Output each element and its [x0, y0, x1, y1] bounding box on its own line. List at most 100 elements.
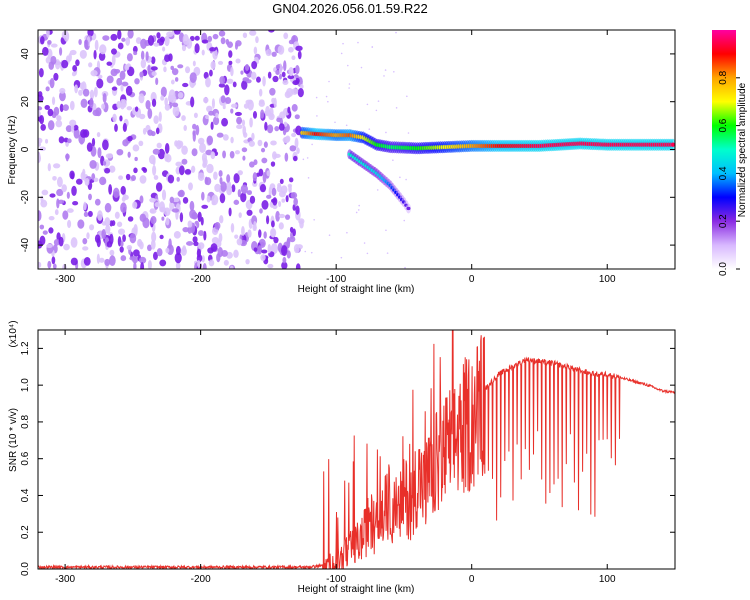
noise-cell — [47, 40, 52, 45]
noise-cell — [188, 182, 193, 191]
noise-cell — [155, 77, 159, 86]
noise-cell — [47, 120, 55, 131]
noise-cell — [201, 39, 209, 44]
noise-cell — [147, 108, 153, 119]
noise-speckle — [366, 252, 369, 255]
noise-cell — [149, 197, 156, 203]
snr-y-label: SNR (10 * v/v) — [8, 408, 19, 472]
noise-cell — [152, 165, 157, 176]
noise-cell — [253, 159, 258, 166]
noise-cell — [70, 123, 75, 133]
noise-speckle — [311, 143, 313, 146]
noise-cell — [253, 46, 258, 55]
noise-cell — [271, 187, 277, 197]
noise-cell — [177, 64, 184, 69]
noise-cell — [111, 220, 116, 226]
noise-cell — [234, 234, 239, 239]
noise-cell — [89, 224, 95, 231]
colorbar-ticks: 0.0 0.2 0.4 0.6 0.8 — [718, 70, 740, 276]
noise-cell — [82, 168, 86, 177]
noise-cell — [101, 103, 106, 110]
noise-cell — [83, 201, 87, 211]
noise-cell — [50, 43, 58, 48]
noise-cell — [151, 56, 156, 65]
noise-cell — [147, 64, 151, 75]
noise-cell — [59, 47, 63, 56]
noise-speckle — [392, 159, 394, 161]
snr-series — [38, 330, 675, 569]
noise-cell — [266, 194, 272, 199]
noise-speckle — [395, 107, 398, 109]
noise-cell — [49, 78, 55, 89]
noise-cell — [282, 79, 289, 86]
noise-cell — [245, 258, 250, 265]
noise-cell — [104, 258, 111, 267]
noise-cell — [159, 36, 165, 43]
noise-cell — [159, 201, 166, 212]
noise-cell — [203, 97, 209, 104]
noise-cell — [276, 184, 283, 193]
noise-speckle — [360, 66, 363, 69]
noise-cell — [260, 147, 266, 153]
noise-cell — [114, 123, 118, 132]
noise-cell — [164, 142, 170, 154]
noise-cell — [285, 135, 291, 143]
noise-cell — [260, 109, 265, 119]
spectrogram-x-tick-label: -100 — [326, 274, 346, 285]
noise-cell — [233, 173, 240, 184]
noise-cell — [138, 113, 146, 120]
noise-cell — [97, 74, 103, 79]
noise-cell — [250, 71, 257, 80]
noise-cell — [265, 105, 270, 116]
noise-cell — [283, 60, 287, 72]
noise-cell — [271, 97, 276, 104]
noise-cell — [71, 185, 77, 196]
noise-cell — [244, 64, 250, 71]
noise-speckle — [316, 115, 318, 117]
noise-cell — [169, 196, 175, 204]
noise-cell — [234, 150, 240, 155]
noise-cell — [256, 76, 261, 83]
noise-cell — [189, 72, 197, 84]
noise-cell — [153, 175, 159, 180]
noise-cell — [214, 183, 221, 193]
noise-cell — [201, 191, 205, 201]
noise-cell — [292, 80, 300, 86]
noise-speckle — [385, 131, 387, 134]
noise-speckle — [304, 250, 307, 253]
noise-cell — [47, 108, 54, 117]
noise-cell — [275, 69, 280, 75]
noise-speckle — [376, 189, 379, 191]
noise-cell — [230, 108, 234, 114]
noise-cell — [237, 170, 243, 176]
noise-cell — [113, 68, 121, 74]
noise-cell — [69, 49, 77, 56]
noise-cell — [139, 241, 144, 250]
noise-cell — [82, 237, 88, 245]
noise-speckle — [385, 229, 387, 232]
noise-cell — [38, 137, 43, 144]
noise-cell — [219, 193, 226, 204]
noise-cell — [146, 244, 152, 252]
noise-speckle — [325, 95, 328, 98]
figure-title: GN04.2026.056.01.59.R22 — [272, 1, 427, 16]
noise-cell — [84, 178, 90, 186]
noise-cell — [159, 234, 164, 240]
noise-cell — [165, 217, 170, 226]
noise-cell — [195, 124, 200, 136]
noise-cell — [278, 213, 286, 219]
noise-speckle — [383, 75, 385, 77]
noise-cell — [155, 127, 160, 135]
noise-cell — [132, 249, 140, 257]
noise-cell — [69, 170, 75, 180]
noise-cell — [181, 115, 186, 122]
noise-cell — [240, 192, 247, 203]
noise-cell — [46, 30, 50, 38]
noise-cell — [97, 147, 102, 159]
noise-cell — [116, 148, 124, 156]
noise-cell — [192, 131, 196, 142]
noise-cell — [259, 184, 267, 193]
noise-cell — [121, 81, 129, 87]
noise-cell — [162, 46, 166, 52]
noise-cell — [246, 190, 252, 196]
